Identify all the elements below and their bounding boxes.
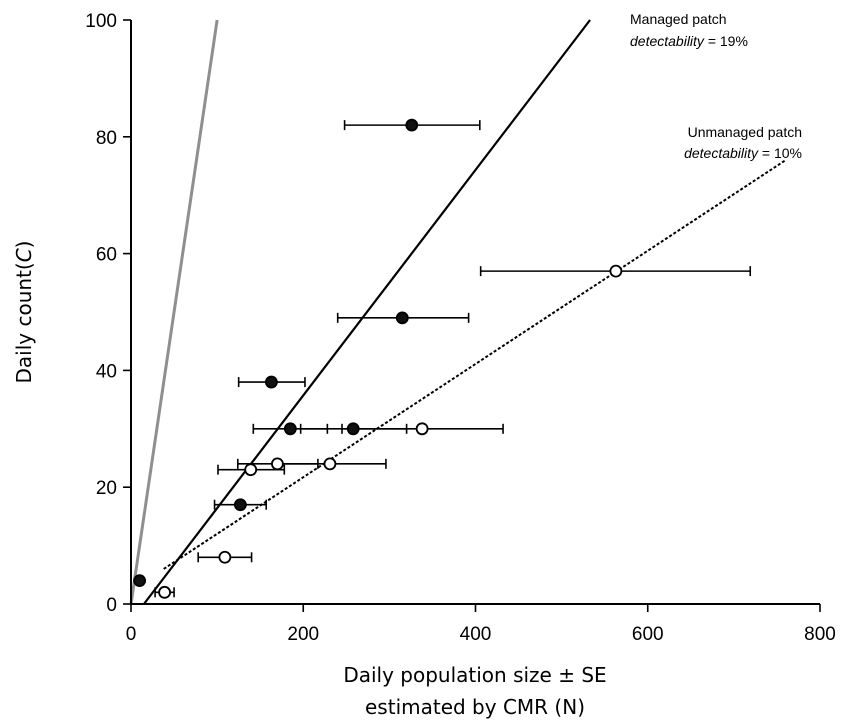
data-point-open: [323, 457, 337, 471]
x-tick-label: 200: [287, 624, 319, 645]
x-tick-label: 400: [460, 624, 492, 645]
x-axis-title-line2: estimated by CMR (N): [365, 695, 585, 719]
regression-line-solid-black: [143, 19, 591, 605]
y-axis-title: Daily count(C): [12, 241, 36, 384]
data-point-open: [158, 585, 171, 599]
data-point-filled: [395, 311, 409, 325]
data-point-filled: [405, 118, 419, 132]
data-point-open: [244, 463, 258, 477]
y-tick-label: 20: [96, 478, 117, 499]
data-point-filled: [346, 422, 360, 436]
data-point-filled: [133, 574, 147, 588]
regression-lines: [129, 19, 787, 605]
data-points: [133, 118, 623, 599]
x-axis-title-line1: Daily population size ± SE: [343, 663, 606, 687]
y-tick-label: 60: [96, 245, 117, 266]
data-point-open: [271, 457, 284, 471]
annotation-managed-line2: detectability = 19%: [630, 33, 748, 49]
data-point-open: [415, 422, 429, 436]
y-tick-label: 80: [96, 128, 117, 149]
y-ticks: 0 20 40 60 80 100: [85, 11, 131, 616]
x-ticks: 0 200 400 600 800: [126, 604, 836, 645]
data-point-filled: [264, 375, 278, 389]
x-tick-label: 600: [632, 624, 664, 645]
regression-line-solid-gray: [129, 19, 219, 605]
annotation-managed-line1: Managed patch: [630, 11, 727, 27]
x-tick-label: 800: [804, 624, 836, 645]
y-tick-label: 100: [85, 11, 117, 32]
y-tick-label: 0: [106, 595, 117, 616]
annotation-unmanaged-line1: Unmanaged patch: [688, 124, 802, 140]
annotation-unmanaged-line2: detectability = 10%: [684, 145, 802, 161]
data-point-filled: [283, 422, 297, 436]
x-tick-label: 0: [126, 624, 137, 645]
data-point-open: [609, 264, 623, 278]
data-point-filled: [233, 498, 247, 512]
y-tick-label: 40: [96, 361, 117, 382]
error-bars: [154, 120, 752, 598]
regression-line-dotted-black: [163, 159, 787, 570]
data-point-open: [218, 550, 232, 564]
